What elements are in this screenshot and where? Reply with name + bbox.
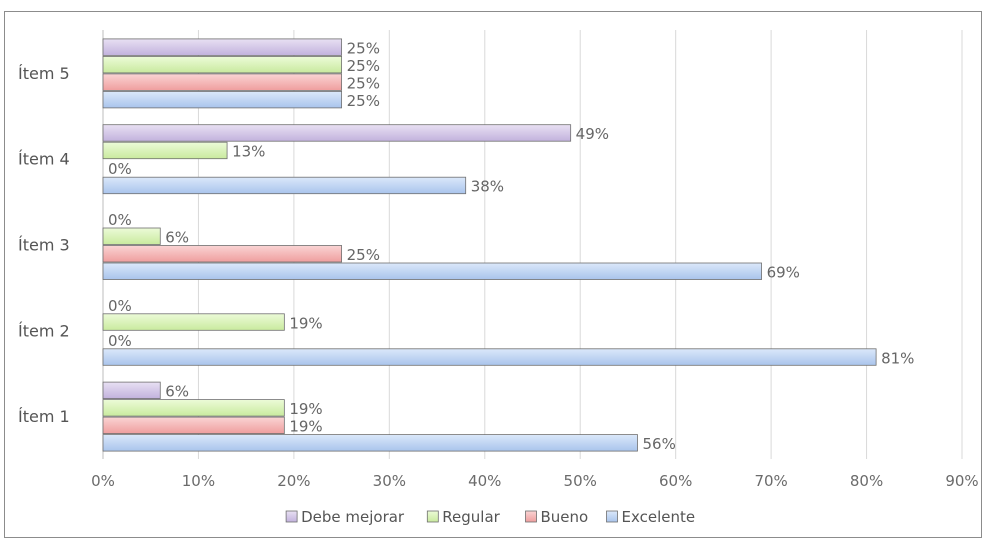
- category-label: Ítem 3: [18, 236, 70, 255]
- data-label-debe-mejorar: 0%: [108, 211, 132, 229]
- bar-chart: 56%19%19%6%81%0%19%0%69%25%6%0%38%0%13%4…: [18, 30, 979, 526]
- data-label-excelente: 25%: [347, 92, 380, 110]
- x-tick-label: 40%: [468, 472, 501, 490]
- legend-label-regular: Regular: [442, 508, 500, 526]
- x-tick-label: 10%: [182, 472, 215, 490]
- data-label-regular: 19%: [289, 314, 322, 332]
- legend-label-excelente: Excelente: [622, 508, 696, 526]
- data-label-bueno: 19%: [289, 418, 322, 436]
- category-label: Ítem 5: [18, 64, 70, 83]
- x-tick-label: 70%: [754, 472, 787, 490]
- legend-swatch-bueno: [525, 510, 537, 523]
- data-label-regular: 6%: [165, 229, 189, 247]
- data-label-debe-mejorar: 6%: [165, 383, 189, 401]
- bar-regular: [102, 227, 161, 245]
- bar-debe-mejorar: [102, 124, 572, 142]
- bar-regular: [102, 141, 228, 160]
- x-tick-label: 60%: [659, 472, 692, 490]
- legend: Debe mejorar Regular Bueno Excelente: [285, 508, 696, 526]
- bar-debe-mejorar: [102, 381, 161, 400]
- axes: 0% 10% 20% 30% 40% 50% 60% 70% 80% 90% Ítem 1 Ítem …: [18, 64, 979, 490]
- data-label-bueno: 0%: [108, 332, 132, 350]
- bar-regular: [102, 399, 285, 417]
- data-label-excelente: 81%: [881, 349, 914, 367]
- x-tick-label: 30%: [373, 472, 406, 490]
- data-label-bueno: 25%: [347, 74, 380, 92]
- x-tick-label: 0%: [91, 472, 115, 490]
- legend-label-debe-mejorar: Debe mejorar: [301, 508, 405, 526]
- data-label-excelente: 69%: [767, 264, 800, 282]
- data-label-debe-mejorar: 25%: [347, 39, 380, 57]
- x-tick-label: 50%: [564, 472, 597, 490]
- x-tick-label: 90%: [945, 472, 978, 490]
- data-label-regular: 13%: [232, 143, 265, 161]
- bar-excelente: [102, 434, 638, 452]
- x-tick-label: 20%: [277, 472, 310, 490]
- data-label-excelente: 56%: [642, 435, 675, 453]
- data-label-excelente: 38%: [471, 178, 504, 196]
- legend-label-bueno: Bueno: [541, 508, 589, 526]
- bar-regular: [102, 313, 285, 331]
- bar-debe-mejorar: [102, 38, 343, 56]
- bar-bueno: [102, 416, 285, 435]
- chart-frame: 56% 19% 19% 6% 81% 0% 19% 0% 69% 25% 6% 0% 38% 0% 13% 4…: [4, 11, 982, 538]
- legend-swatch-excelente: [606, 510, 618, 523]
- bar-excelente: [102, 262, 762, 280]
- bar-excelente: [102, 348, 877, 366]
- data-label-regular: 25%: [347, 57, 380, 75]
- legend-swatch-regular: [426, 510, 439, 523]
- data-label-bueno: 0%: [108, 160, 132, 178]
- bar-excelente: [102, 91, 343, 109]
- bar-bueno: [102, 73, 343, 91]
- x-tick-label: 80%: [850, 472, 883, 490]
- bar-bueno: [102, 245, 343, 263]
- bar-regular: [102, 56, 343, 74]
- data-label-regular: 19%: [289, 400, 322, 418]
- legend-swatch-debe-mejorar: [285, 510, 298, 523]
- data-labels: 56%19%19%6%81%0%19%0%69%25%6%0%38%0%13%4…: [108, 39, 914, 453]
- category-label: Ítem 2: [18, 321, 70, 340]
- bar-excelente: [102, 176, 467, 195]
- category-label: Ítem 4: [18, 150, 70, 169]
- category-label: Ítem 1: [18, 407, 70, 426]
- data-label-debe-mejorar: 0%: [108, 297, 132, 315]
- data-label-bueno: 25%: [347, 246, 380, 264]
- data-label-debe-mejorar: 49%: [576, 125, 609, 143]
- bars: [102, 38, 877, 452]
